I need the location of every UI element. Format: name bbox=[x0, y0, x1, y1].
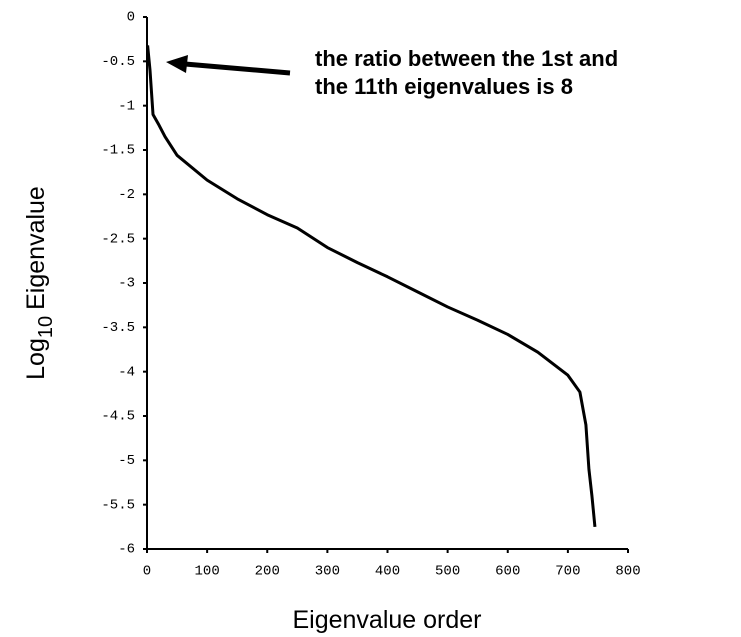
x-tick-label: 400 bbox=[375, 564, 400, 580]
x-tick-label: 100 bbox=[195, 564, 220, 580]
x-tick-label: 500 bbox=[435, 564, 460, 580]
y-tick-label: 0 bbox=[127, 10, 135, 26]
x-tick-label: 200 bbox=[255, 564, 280, 580]
x-tick-label: 0 bbox=[143, 564, 151, 580]
arrow-head bbox=[166, 55, 188, 73]
annotation: the ratio between the 1st and bbox=[315, 46, 618, 71]
data-line bbox=[146, 45, 597, 527]
arrow-shaft bbox=[184, 61, 291, 76]
y-tick-label: -4.5 bbox=[101, 409, 135, 425]
x-tick-label: 700 bbox=[555, 564, 580, 580]
x-axis-label: Eigenvalue order bbox=[292, 606, 481, 634]
y-label-text: Log bbox=[22, 338, 50, 380]
y-tick-label: -1 bbox=[118, 98, 135, 114]
y-tick-label: -0.5 bbox=[101, 54, 135, 70]
y-tick-label: -2.5 bbox=[101, 231, 135, 247]
x-tick-label: 300 bbox=[315, 564, 340, 580]
y-tick-label: -2 bbox=[118, 187, 135, 203]
y-tick-label: -4 bbox=[118, 364, 135, 380]
y-axis-label: Log10 Eigenvalue bbox=[22, 186, 57, 380]
y-label-after: Eigenvalue bbox=[22, 186, 50, 310]
annotation: the 11th eigenvalues is 8 bbox=[315, 74, 573, 99]
y-tick-label: -5.5 bbox=[101, 497, 135, 513]
y-label-subscript: 10 bbox=[35, 316, 57, 338]
x-tick-label: 600 bbox=[495, 564, 520, 580]
y-tick-label: -1.5 bbox=[101, 143, 135, 159]
y-tick-label: -3.5 bbox=[101, 320, 135, 336]
x-tick-label: 800 bbox=[615, 564, 640, 580]
y-tick-label: -3 bbox=[118, 276, 135, 292]
y-tick-label: -5 bbox=[118, 453, 135, 469]
y-tick-label: -6 bbox=[118, 542, 135, 558]
